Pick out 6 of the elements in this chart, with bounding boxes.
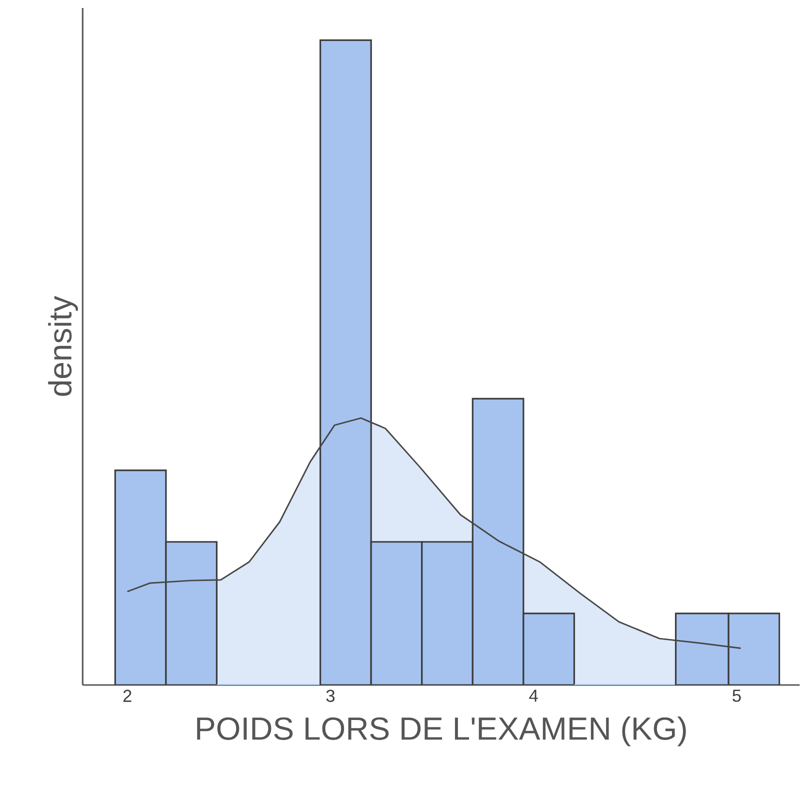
x-tick-label: 2 (123, 690, 132, 702)
x-tick-label: 3 (326, 690, 335, 702)
x-axis-title: POIDS LORS DE L'EXAMEN (KG) (197, 716, 686, 746)
x-tick-label: 5 (732, 690, 741, 702)
y-axis-title: density (48, 296, 78, 396)
x-tick-label: 4 (529, 690, 538, 702)
